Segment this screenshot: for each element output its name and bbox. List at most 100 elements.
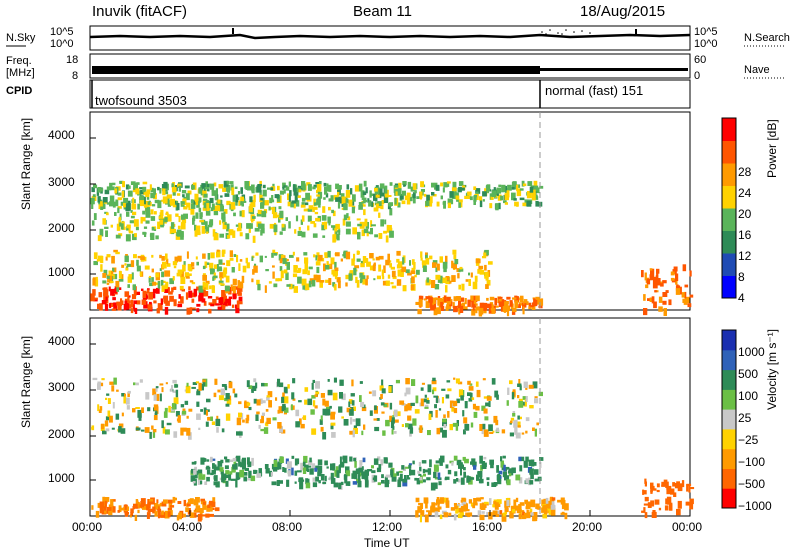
- velocity-cell: [273, 459, 278, 467]
- velocity-cell: [523, 460, 528, 468]
- velocity-cell: [454, 505, 458, 510]
- power-cell: [468, 279, 471, 286]
- power-cell: [260, 202, 265, 209]
- power-cell: [335, 223, 340, 230]
- velocity-cell: [473, 411, 478, 418]
- power-cell: [159, 306, 163, 311]
- velocity-cell: [410, 469, 416, 476]
- velocity-cell: [486, 503, 489, 506]
- velocity-cell: [309, 457, 312, 463]
- power-cell: [458, 199, 463, 203]
- velocity-cell: [282, 467, 285, 472]
- velocity-cell: [689, 502, 694, 510]
- velocity-cell: [303, 455, 308, 464]
- power-cell: [289, 283, 293, 290]
- power-cell: [257, 184, 262, 186]
- power-cell: [128, 230, 134, 234]
- power-cell: [189, 280, 194, 283]
- velocity-cell: [510, 420, 513, 424]
- velocity-cell: [447, 388, 452, 392]
- power-cell: [365, 278, 368, 286]
- power-cell: [171, 187, 177, 193]
- power-cell: [131, 272, 134, 280]
- power-cell: [281, 223, 285, 228]
- power-cell: [321, 215, 327, 221]
- velocity-cell: [221, 428, 225, 433]
- power-cell: [458, 181, 464, 187]
- velocity-cell: [97, 502, 101, 508]
- power-cell: [434, 263, 437, 267]
- velocity-cell: [654, 499, 660, 505]
- power-cell: [387, 230, 390, 233]
- velocity-cell: [509, 473, 512, 477]
- nsearch-label: N.Search: [744, 32, 790, 44]
- power-cell: [425, 296, 431, 299]
- power-cell: [310, 221, 315, 224]
- power-cell: [460, 202, 463, 208]
- power-cell: [483, 252, 487, 257]
- power-cell: [506, 296, 511, 300]
- velocity-colorbar: [721, 329, 737, 509]
- velocity-cell: [261, 382, 265, 387]
- power-cell: [110, 224, 113, 228]
- velocity-cell: [264, 464, 269, 469]
- velocity-cell: [304, 387, 309, 392]
- power-cell: [162, 261, 167, 269]
- power-cell: [151, 204, 156, 207]
- velocity-cell: [564, 512, 568, 520]
- power-cell: [297, 267, 302, 272]
- power-cell: [190, 208, 195, 215]
- velocity-cb-tick-neg500: −500: [738, 477, 766, 491]
- power-cell: [535, 196, 539, 200]
- velocity-cell: [304, 464, 309, 472]
- velocity-cell: [439, 427, 443, 433]
- power-cell: [396, 250, 401, 256]
- power-cell: [479, 199, 483, 208]
- velocity-cell: [255, 414, 259, 421]
- velocity-cell: [461, 506, 465, 509]
- power-cell: [371, 201, 374, 208]
- velocity-cell: [221, 384, 227, 387]
- velocity-colorbar-swatch: [722, 428, 736, 450]
- power-cell: [217, 306, 222, 310]
- power-ytick-4000: 4000: [48, 128, 75, 142]
- velocity-cell: [371, 470, 376, 474]
- power-cell: [292, 251, 295, 256]
- power-cell: [288, 181, 291, 187]
- velocity-cell: [411, 379, 416, 386]
- power-cell: [235, 307, 240, 314]
- power-cell: [133, 254, 137, 259]
- velocity-cell: [243, 476, 248, 482]
- velocity-cell: [443, 424, 447, 429]
- velocity-cell: [205, 410, 208, 416]
- power-cell: [316, 194, 320, 197]
- velocity-cell: [539, 462, 542, 468]
- power-cell: [187, 263, 193, 271]
- power-cell: [108, 286, 111, 292]
- power-cell: [178, 294, 181, 299]
- power-cell: [207, 253, 211, 260]
- power-cell: [119, 180, 124, 184]
- power-cell: [157, 281, 161, 289]
- power-cell: [522, 306, 525, 315]
- power-cell: [443, 182, 448, 188]
- velocity-cell: [479, 455, 483, 464]
- power-cell: [435, 184, 440, 191]
- velocity-cell: [217, 389, 221, 393]
- power-cell: [158, 216, 162, 220]
- velocity-cell: [256, 399, 261, 406]
- power-cell: [154, 282, 158, 285]
- power-cell: [479, 302, 484, 308]
- power-cell: [239, 232, 243, 237]
- velocity-cell: [453, 455, 458, 461]
- freq-label: Freq.: [6, 55, 32, 67]
- velocity-cell: [317, 471, 322, 477]
- velocity-cell: [210, 456, 213, 463]
- velocity-cell: [689, 487, 695, 490]
- power-cell: [217, 199, 221, 204]
- velocity-cell: [665, 482, 668, 488]
- power-cell: [207, 296, 213, 299]
- power-cell: [264, 285, 267, 293]
- power-cell: [271, 208, 276, 215]
- velocity-cell: [518, 379, 521, 385]
